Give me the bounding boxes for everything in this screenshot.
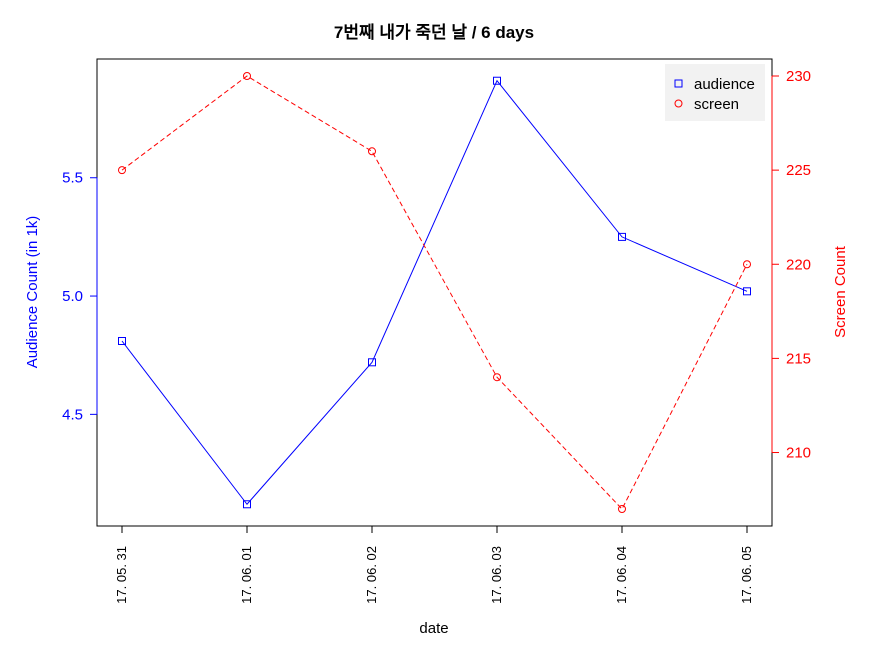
x-tick-label: 17. 06. 04 [614,546,629,604]
legend-label-screen: screen [694,96,739,113]
y-tick-label: 5.0 [62,288,83,305]
right-y-axis-label: Screen Count [832,245,849,338]
chart-title: 7번째 내가 죽던 날 / 6 days [334,23,534,42]
data-point-screen [118,166,126,175]
y-tick-label: 225 [786,162,811,179]
y-tick-label: 230 [786,68,811,85]
data-point-screen [368,147,376,156]
x-tick-label: 17. 06. 01 [239,546,254,604]
y-tick-label: 220 [786,256,811,273]
data-point-audience [743,287,751,296]
data-point-screen [493,373,501,382]
series-layer [118,72,751,513]
x-tick-label: 17. 06. 03 [489,546,504,604]
left-y-axis-label: Audience Count (in 1k) [24,216,41,369]
series-line-screen [121,75,748,510]
data-point-audience [618,232,626,241]
data-point-audience [368,358,376,367]
x-axis: 17. 05. 31 17. 06. 01 17. 06. 02 17. 06. 03… [114,526,754,604]
data-point-audience [118,337,126,346]
x-tick-label: 17. 05. 31 [114,546,129,604]
y-tick-label: 4.5 [62,406,83,423]
legend: audience screen [665,64,765,121]
plot-frame [96,58,773,527]
data-point-audience [493,76,501,85]
x-axis-label: date [419,620,448,637]
y-tick-label: 215 [786,350,811,367]
x-tick-label: 17. 06. 05 [739,546,754,604]
left-y-axis: 4.5 5.0 5.5 [62,170,98,423]
legend-label-audience: audience [694,76,755,93]
legend-marker-screen [674,99,683,108]
series-line-audience [121,79,748,506]
data-point-screen [618,505,626,513]
legend-box [665,64,765,121]
data-point-screen [743,260,751,269]
legend-marker-audience [674,79,683,88]
y-tick-label: 5.5 [62,170,83,187]
data-point-screen [243,72,251,80]
y-tick-label: 210 [786,445,811,462]
right-y-axis: 210 215 220 225 230 [771,68,811,462]
x-tick-label: 17. 06. 02 [364,546,379,604]
data-point-audience [243,500,251,509]
